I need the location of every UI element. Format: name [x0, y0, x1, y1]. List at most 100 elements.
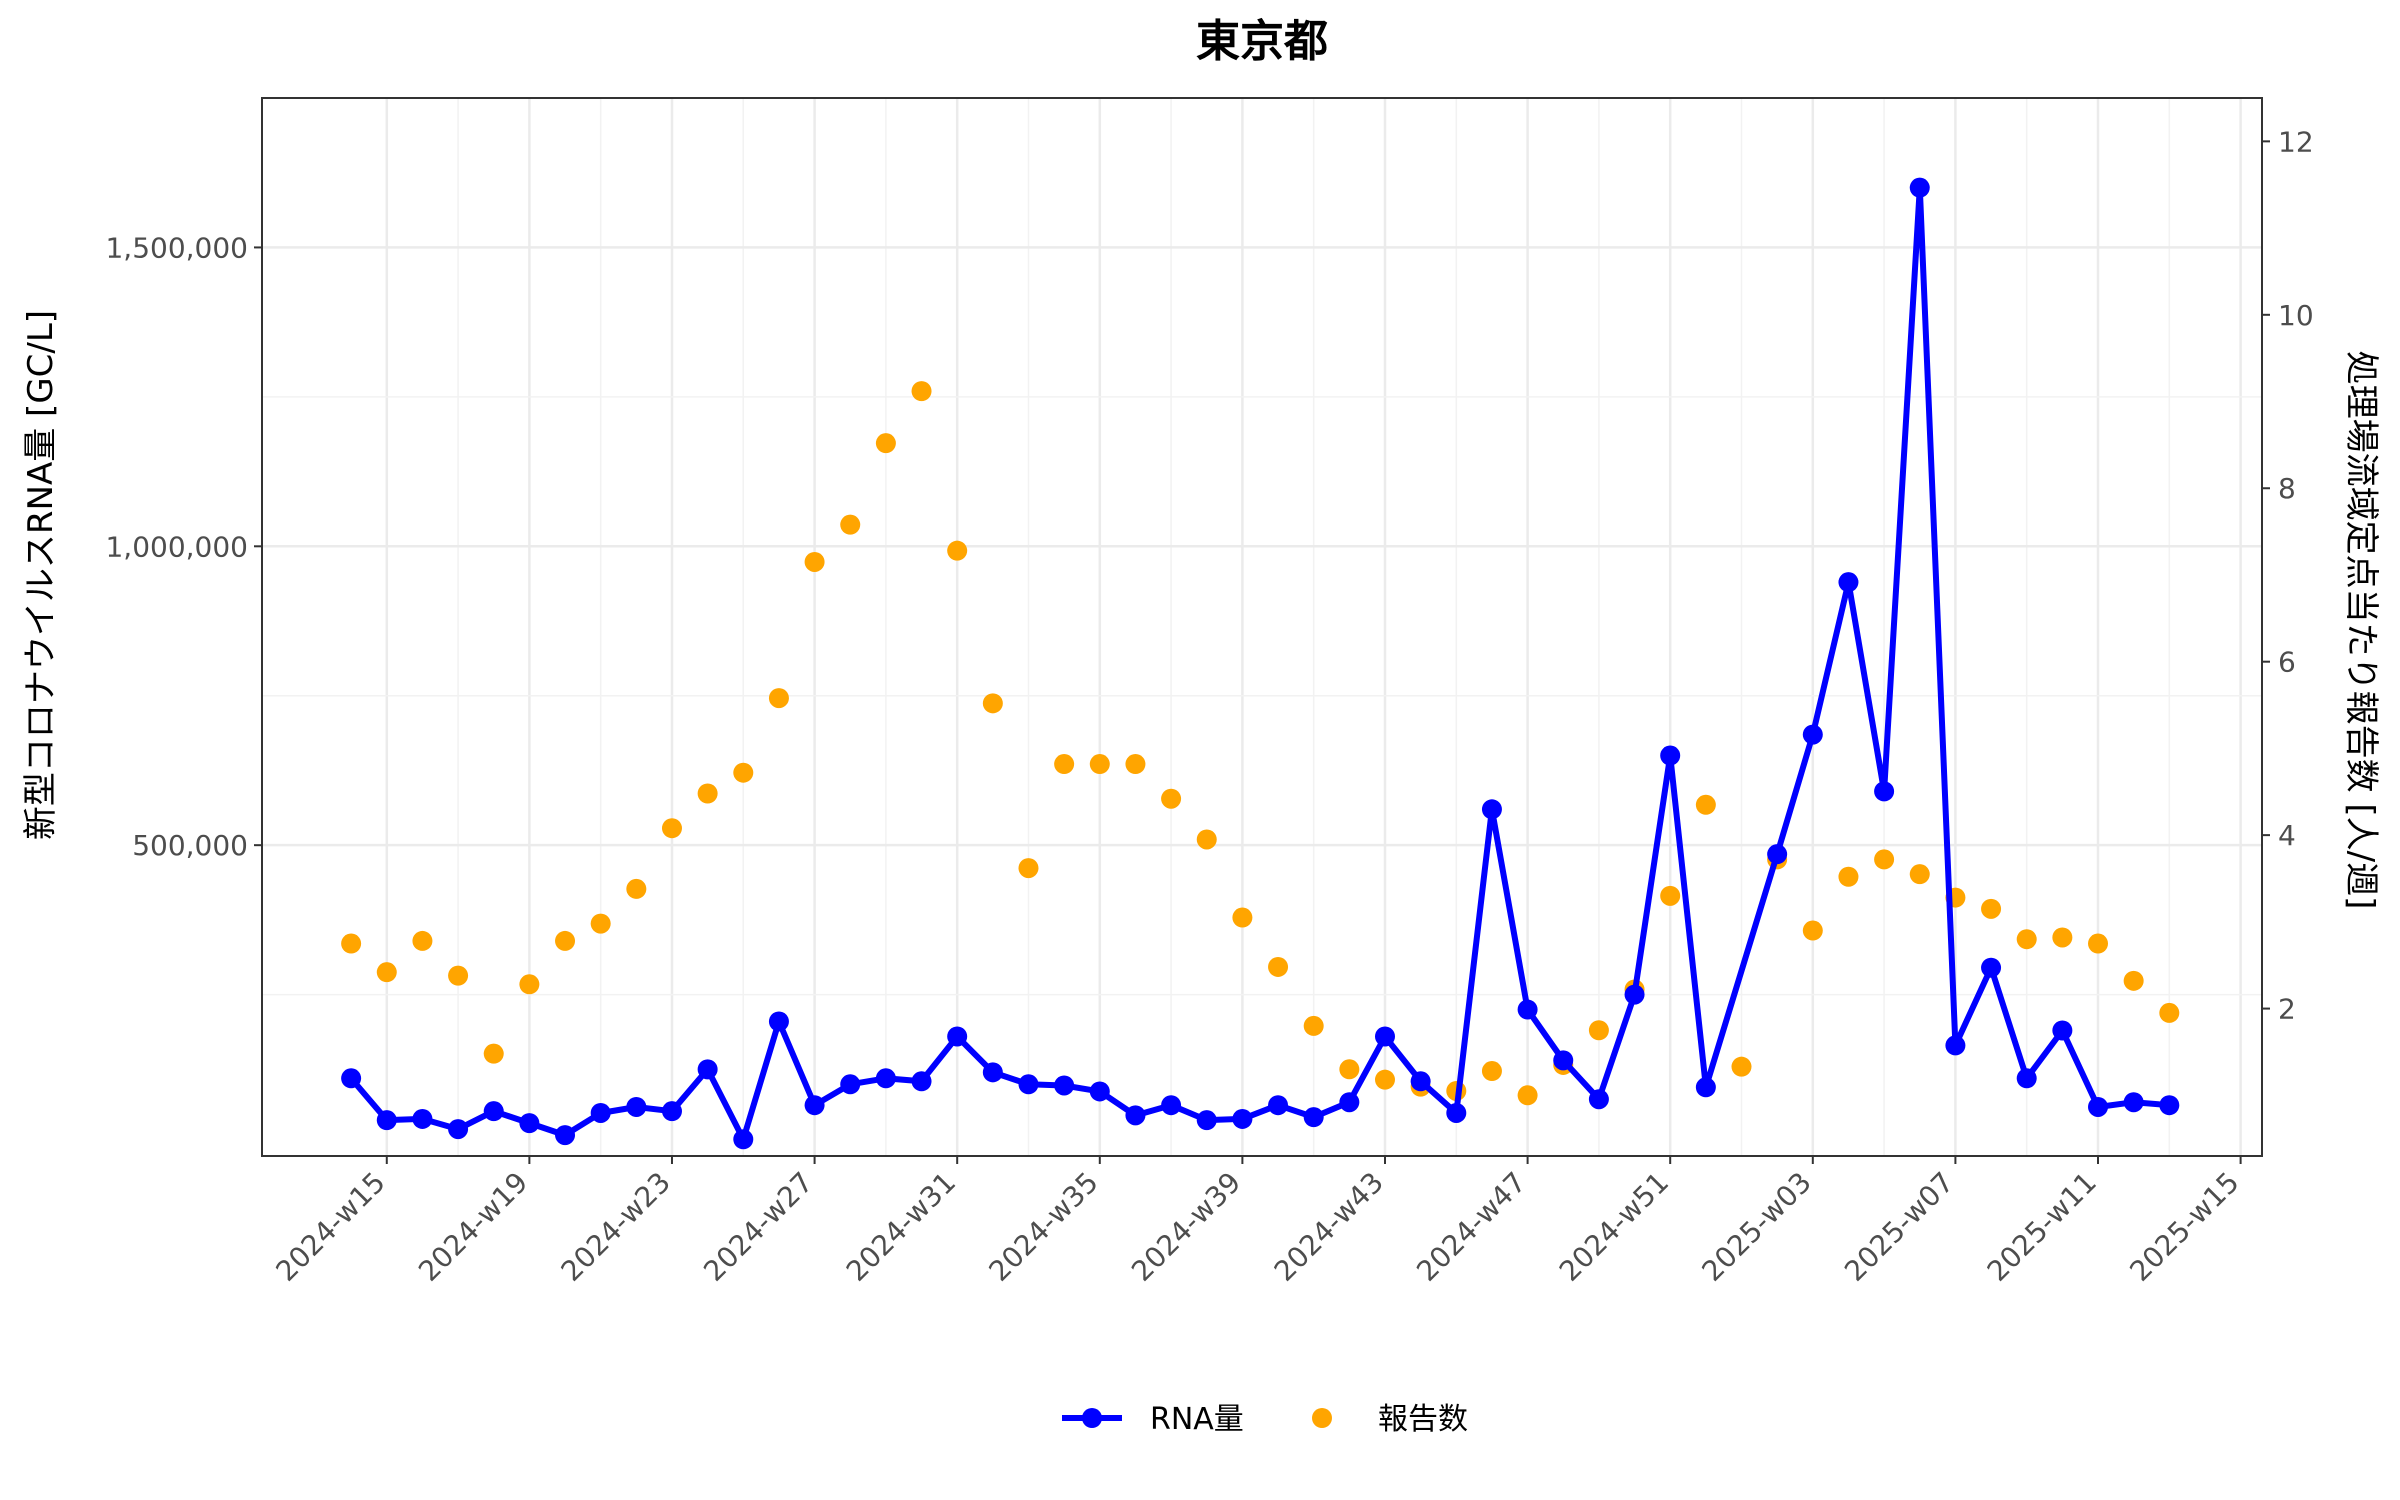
report-count-point	[2159, 1002, 2180, 1023]
report-count-point	[1695, 794, 1716, 815]
rna-point	[1446, 1102, 1467, 1123]
legend-rna-marker	[1082, 1408, 1102, 1428]
rna-point	[555, 1125, 576, 1146]
x-tick-label: 2024-w43	[1268, 1166, 1390, 1288]
y2-tick-label: 2	[2278, 993, 2296, 1026]
rna-point	[412, 1108, 433, 1129]
report-count-point	[2123, 970, 2144, 991]
report-count-point	[519, 974, 540, 995]
y2-tick-label: 8	[2278, 472, 2296, 505]
x-tick-label: 2025-w03	[1695, 1166, 1817, 1288]
rna-point	[1838, 572, 1859, 593]
rna-point	[875, 1068, 896, 1089]
report-count-point	[1481, 1061, 1502, 1082]
x-tick-label: 2025-w15	[2123, 1166, 2245, 1288]
rna-point	[1196, 1110, 1217, 1131]
legend-report-marker	[1312, 1408, 1332, 1428]
report-count-point	[1909, 864, 1930, 885]
report-count-point	[1731, 1056, 1752, 1077]
rna-point	[1374, 1026, 1395, 1047]
rna-point	[2159, 1095, 2180, 1116]
report-count-point	[1838, 866, 1859, 887]
y-axis-title: 新型コロナウイルスRNA量 [GC/L]	[21, 310, 61, 840]
rna-point	[1553, 1050, 1574, 1071]
rna-point	[1303, 1107, 1324, 1128]
rna-point	[1945, 1035, 1966, 1056]
rna-point	[519, 1113, 540, 1134]
grid	[262, 98, 2262, 1156]
rna-point	[448, 1119, 469, 1140]
report-count-point	[1660, 885, 1681, 906]
report-count-point	[804, 551, 825, 572]
report-count-point	[1874, 849, 1895, 870]
rna-point	[947, 1026, 968, 1047]
report-count-point	[1196, 829, 1217, 850]
report-count-point	[1268, 956, 1289, 977]
rna-point	[697, 1059, 718, 1080]
plot-panel-border	[261, 97, 2263, 1157]
report-count-point	[555, 930, 576, 951]
rna-point	[661, 1101, 682, 1122]
x-tick-label: 2024-w15	[269, 1166, 391, 1288]
report-count-point	[1232, 907, 1253, 928]
x-tick-label: 2024-w47	[1410, 1166, 1532, 1288]
report-count-point	[341, 933, 362, 954]
rna-point	[1802, 724, 1823, 745]
rna-point	[483, 1101, 504, 1122]
rna-point	[1767, 844, 1788, 865]
report-count-point	[448, 965, 469, 986]
rna-point	[1588, 1089, 1609, 1110]
right-axis: 2 4 6 8 10 12	[2262, 125, 2314, 1026]
legend-report-label: 報告数	[1378, 1402, 1468, 1437]
report-count-point	[2016, 929, 2037, 950]
x-tick-label: 2024-w35	[982, 1166, 1104, 1288]
y2-tick-label: 4	[2278, 819, 2296, 852]
rna-point	[1339, 1092, 1360, 1113]
chart-title: 東京都	[1196, 16, 1328, 67]
x-tick-label: 2024-w51	[1553, 1166, 1675, 1288]
rna-point	[626, 1096, 647, 1117]
rna-point	[1268, 1095, 1289, 1116]
rna-series	[341, 177, 2180, 1150]
y2-axis-title: 処理場流域定点当たり報告数 [人/週]	[2341, 351, 2381, 910]
report-count-point	[768, 688, 789, 709]
report-count-point	[733, 762, 754, 783]
report-count-point	[982, 693, 1003, 714]
report-count-point	[376, 962, 397, 983]
report-count-point	[911, 381, 932, 402]
rna-point	[2052, 1020, 2073, 1041]
left-axis: 500,000 1,000,000 1,500,000	[105, 231, 262, 862]
report-count-point	[661, 818, 682, 839]
rna-point	[768, 1011, 789, 1032]
rna-line	[348, 184, 2170, 1143]
rna-point	[1232, 1108, 1253, 1129]
y-tick-label: 1,500,000	[105, 231, 248, 264]
report-count-point	[2052, 927, 2073, 948]
rna-point	[2016, 1068, 2037, 1089]
rna-point	[1695, 1077, 1716, 1098]
rna-point	[733, 1129, 754, 1150]
report-count-point	[697, 783, 718, 804]
rna-point	[1660, 745, 1681, 766]
rna-point	[1624, 984, 1645, 1005]
report-count-point	[947, 540, 968, 561]
report-count-point	[2088, 933, 2109, 954]
rna-point	[1909, 177, 1930, 198]
x-tick-label: 2024-w19	[412, 1166, 534, 1288]
report-count-point	[1517, 1085, 1538, 1106]
report-count-point	[412, 930, 433, 951]
report-count-point	[483, 1043, 504, 1064]
report-count-point	[1981, 898, 2002, 919]
rna-point	[590, 1102, 611, 1123]
x-tick-label: 2025-w11	[1981, 1166, 2103, 1288]
report-count-point	[1374, 1069, 1395, 1090]
report-count-point	[1303, 1015, 1324, 1036]
rna-point	[1018, 1074, 1039, 1095]
y2-tick-label: 12	[2278, 125, 2314, 158]
rna-point	[1410, 1071, 1431, 1092]
rna-point	[1161, 1095, 1182, 1116]
report-count-point	[1125, 754, 1146, 775]
x-tick-label: 2024-w27	[697, 1166, 819, 1288]
x-axis: 2024-w15 2024-w19 2024-w23 2024-w27 2024-w31…	[269, 1156, 2246, 1288]
